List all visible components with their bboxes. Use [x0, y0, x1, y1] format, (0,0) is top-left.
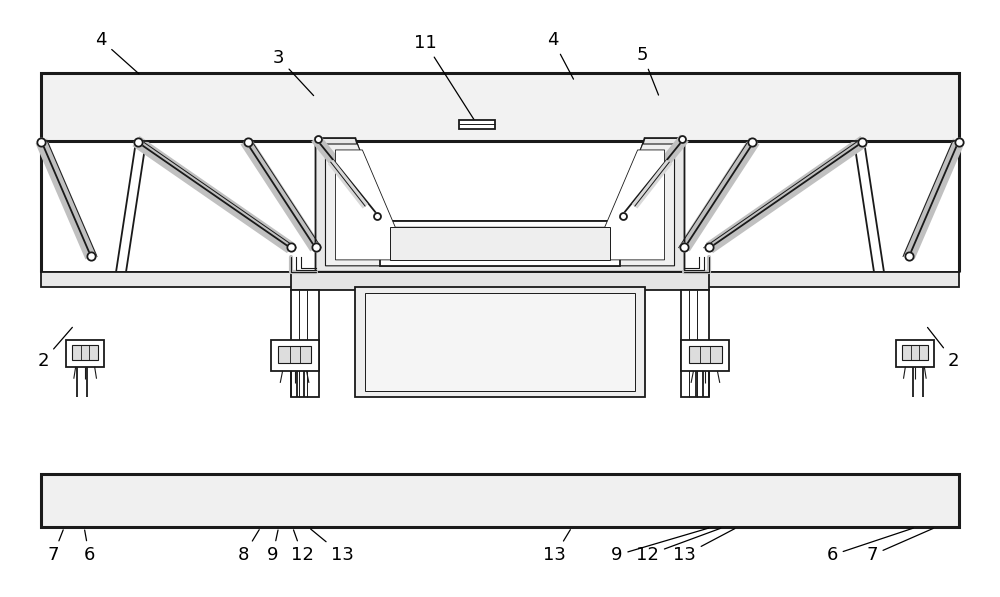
- Bar: [72, 346, 98, 360]
- Text: 6: 6: [83, 530, 95, 564]
- Text: 5: 5: [637, 46, 659, 95]
- Bar: [66, 340, 104, 367]
- Bar: [355, 287, 645, 396]
- Text: 8: 8: [238, 530, 259, 564]
- Bar: [41, 73, 959, 141]
- Text: 12: 12: [636, 528, 721, 564]
- Bar: [41, 138, 959, 272]
- Bar: [291, 272, 709, 290]
- Bar: [365, 293, 635, 390]
- Polygon shape: [325, 144, 675, 266]
- Bar: [41, 474, 959, 527]
- Bar: [380, 221, 620, 266]
- Text: 7: 7: [866, 528, 933, 564]
- Bar: [291, 290, 319, 396]
- Bar: [902, 346, 928, 360]
- Text: 13: 13: [311, 529, 354, 564]
- Bar: [689, 346, 722, 363]
- Text: 2: 2: [928, 327, 959, 370]
- Bar: [271, 340, 319, 371]
- Bar: [459, 119, 495, 129]
- Text: 7: 7: [47, 530, 63, 564]
- Text: 12: 12: [291, 530, 314, 564]
- Text: 6: 6: [826, 528, 913, 564]
- Text: 11: 11: [414, 34, 476, 122]
- Polygon shape: [335, 150, 665, 260]
- Text: 13: 13: [673, 528, 735, 564]
- Polygon shape: [316, 138, 684, 272]
- Polygon shape: [864, 141, 959, 272]
- Bar: [390, 227, 610, 260]
- Text: 13: 13: [543, 530, 570, 564]
- Bar: [681, 290, 709, 396]
- Text: 3: 3: [273, 49, 314, 96]
- Bar: [41, 272, 959, 287]
- Bar: [278, 346, 311, 363]
- Text: 4: 4: [547, 31, 573, 79]
- Text: 4: 4: [95, 31, 139, 74]
- Bar: [896, 340, 934, 367]
- Text: 9: 9: [611, 528, 709, 564]
- Bar: [681, 340, 729, 371]
- Text: 2: 2: [38, 327, 72, 370]
- Text: 9: 9: [267, 530, 278, 564]
- Polygon shape: [41, 141, 136, 272]
